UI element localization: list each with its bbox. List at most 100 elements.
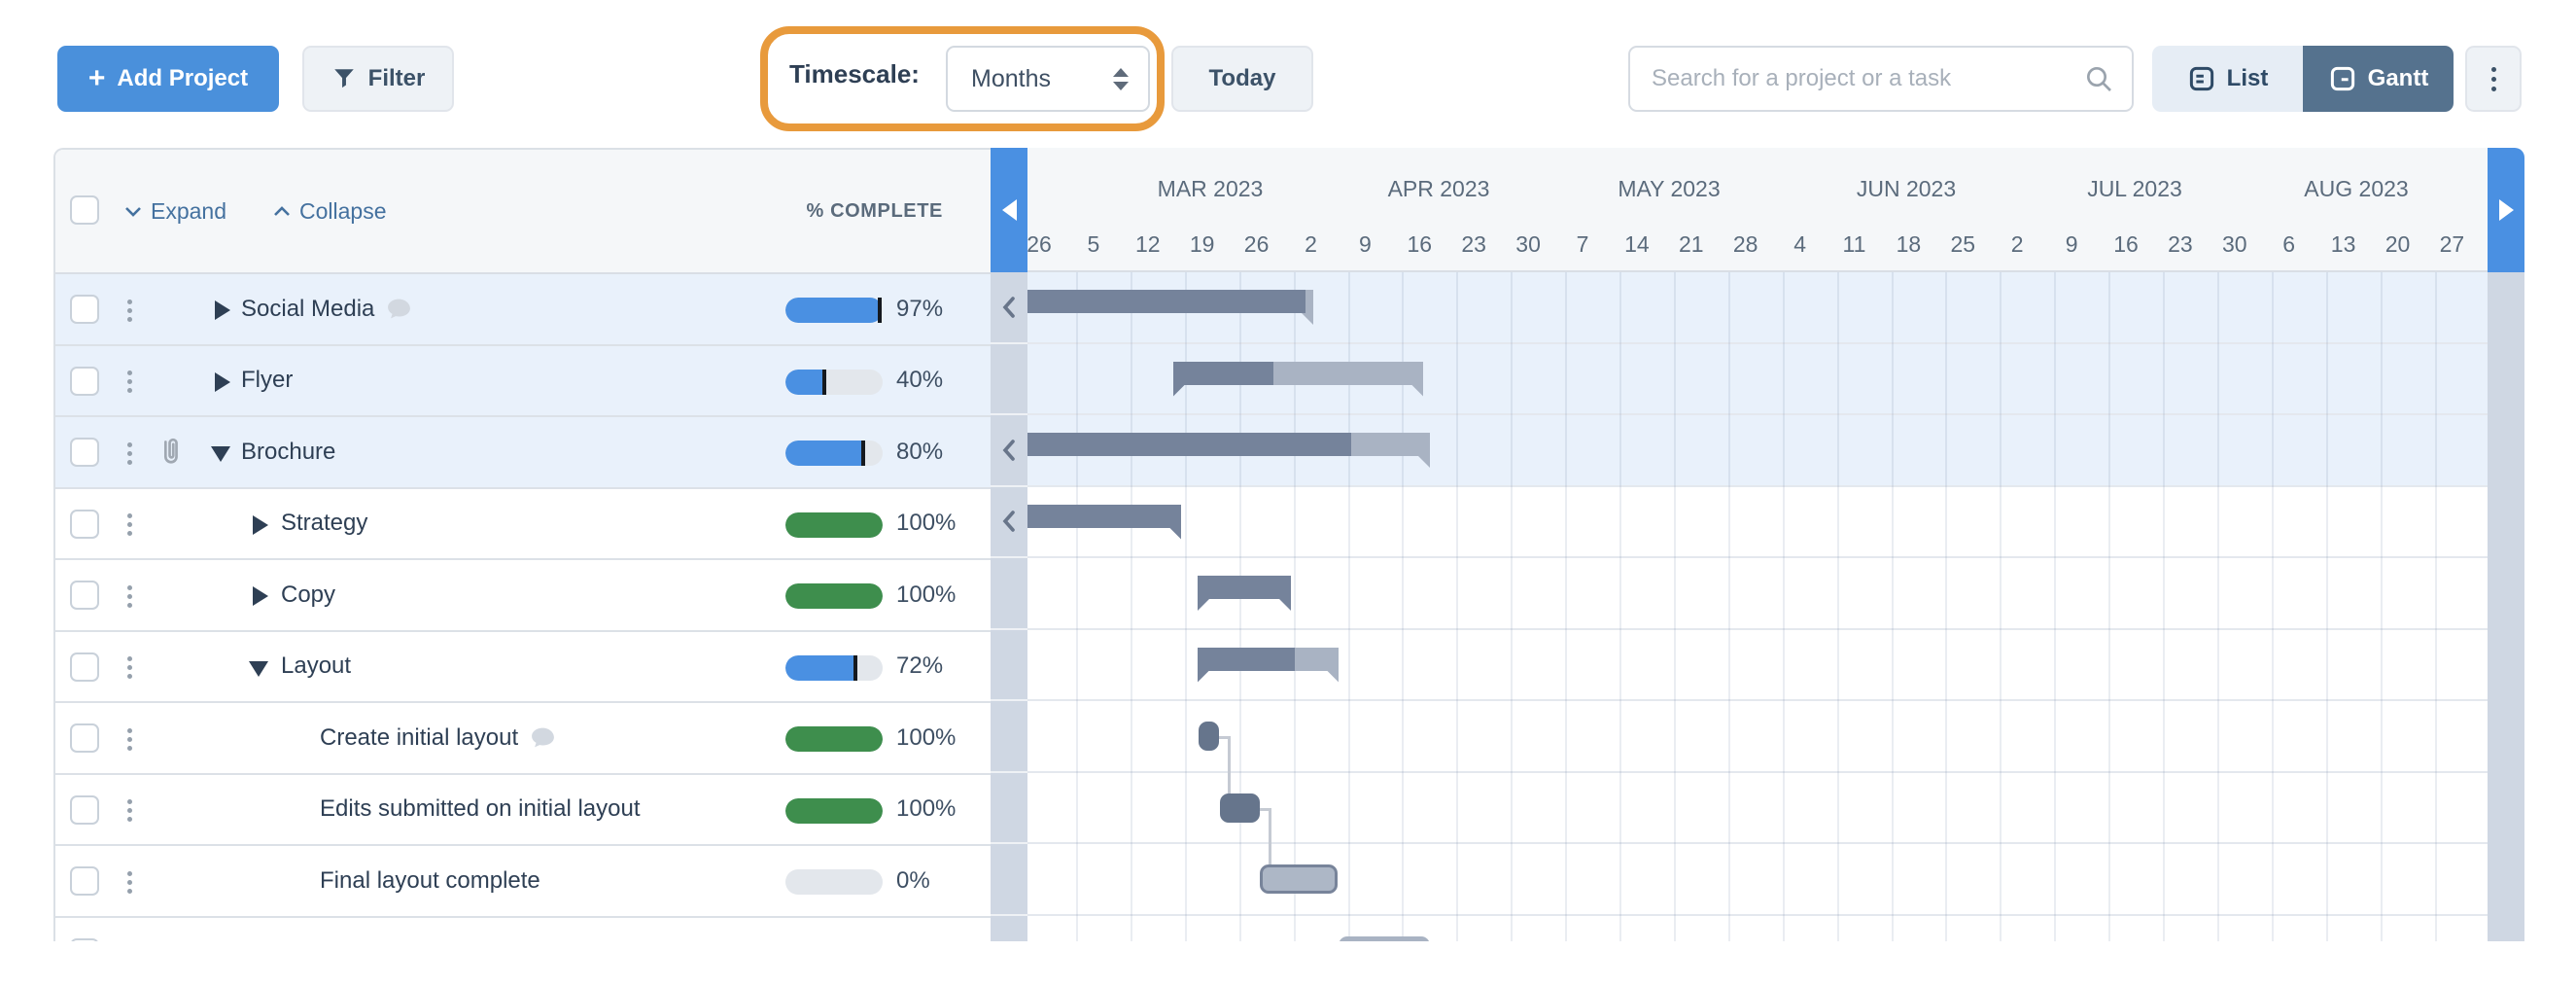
chevron-up-icon (273, 205, 291, 218)
gantt-bar-final-layout-complete[interactable] (1260, 864, 1338, 894)
week-gridline (1728, 272, 1730, 941)
list-view-button[interactable]: List (2152, 46, 2303, 112)
week-gridline (1674, 272, 1676, 941)
comment-bubble-icon[interactable] (386, 297, 412, 321)
add-project-button[interactable]: + Add Project (57, 46, 279, 112)
triangle-left-icon (1002, 199, 1017, 221)
task-row: Brochure 80% (55, 417, 991, 489)
month-label: JUN 2023 (1857, 176, 1956, 202)
progress-bar (785, 869, 883, 895)
disclosure-collapsed-icon[interactable] (253, 586, 268, 606)
progress-tick (853, 655, 857, 681)
row-menu-button[interactable] (118, 436, 141, 471)
task-name[interactable]: Brochure (241, 417, 335, 487)
task-name[interactable]: Social Media (241, 274, 412, 344)
disclosure-expanded-icon[interactable] (211, 446, 230, 462)
gantt-view-label: Gantt (2368, 65, 2429, 92)
bar-offscreen-left-chevron[interactable] (996, 504, 1022, 539)
expand-all-link[interactable]: Expand (124, 150, 226, 272)
week-label: 25 (1951, 231, 1976, 258)
disclosure-collapsed-icon[interactable] (215, 372, 230, 392)
splitter-row (991, 558, 1027, 630)
gantt-bar-edits-submitted-on-initial-layout[interactable] (1220, 793, 1260, 823)
search-input[interactable]: Search for a project or a task (1628, 46, 2134, 112)
disclosure-collapsed-icon[interactable] (253, 515, 268, 535)
row-menu-button[interactable] (118, 508, 141, 543)
progress-percent: 80% (896, 417, 943, 487)
task-name[interactable]: Flyer (241, 346, 293, 416)
comment-bubble-icon[interactable] (530, 725, 556, 750)
filter-button[interactable]: Filter (302, 46, 454, 112)
row-checkbox[interactable] (70, 723, 99, 753)
row-menu-button[interactable] (118, 579, 141, 614)
row-checkbox[interactable] (70, 652, 99, 682)
gantt-view-icon (2328, 64, 2357, 93)
bar-offscreen-left-chevron[interactable] (996, 290, 1022, 325)
week-label: 18 (1897, 231, 1922, 258)
week-gridline (1131, 272, 1132, 941)
gantt-bar-flyer[interactable] (1173, 362, 1423, 385)
task-name[interactable]: Final layout complete (320, 846, 540, 916)
progress-fill (785, 512, 883, 538)
row-checkbox[interactable] (70, 938, 99, 942)
week-label: 13 (2331, 231, 2356, 258)
splitter-row (991, 916, 1027, 987)
gantt-bar-social-media[interactable] (1027, 290, 1313, 313)
row-checkbox[interactable] (70, 795, 99, 825)
week-gridline (1076, 272, 1078, 941)
gantt-bar-task[interactable] (1339, 936, 1430, 942)
timescale-value: Months (971, 65, 1113, 93)
week-label: 23 (2168, 231, 2193, 258)
gantt-view-button[interactable]: Gantt (2303, 46, 2454, 112)
row-menu-button[interactable] (118, 793, 141, 828)
row-checkbox[interactable] (70, 581, 99, 610)
gantt-bar-layout[interactable] (1198, 648, 1339, 671)
gantt-bar-complete (1027, 433, 1351, 456)
task-list-header: Expand Collapse % COMPLETE (55, 150, 991, 274)
row-checkbox[interactable] (70, 866, 99, 896)
disclosure-collapsed-icon[interactable] (215, 300, 230, 320)
week-label: 12 (1135, 231, 1161, 258)
timeline-row-band (1027, 487, 2488, 559)
task-name[interactable]: Strategy (281, 489, 367, 559)
row-checkbox[interactable] (70, 367, 99, 396)
month-label: AUG 2023 (2304, 176, 2408, 202)
row-menu-button[interactable] (118, 651, 141, 686)
row-menu-button[interactable] (118, 722, 141, 757)
gantt-bar-create-initial-layout[interactable] (1199, 722, 1219, 751)
week-label: 30 (1515, 231, 1541, 258)
progress-tick (822, 370, 826, 395)
gantt-bar-strategy[interactable] (1027, 505, 1181, 528)
task-name-text: Brochure (241, 439, 335, 466)
gantt-bar-brochure[interactable] (1027, 433, 1430, 456)
task-name-text: Copy (281, 582, 335, 609)
progress-bar (785, 441, 883, 466)
select-all-checkbox[interactable] (70, 195, 99, 225)
task-name[interactable]: Layout (281, 632, 351, 702)
chevron-down-icon (124, 205, 142, 218)
percent-complete-column-header: % COMPLETE (807, 150, 943, 272)
row-menu-button[interactable] (118, 365, 141, 400)
progress-fill (785, 370, 824, 395)
more-options-button[interactable] (2465, 46, 2522, 112)
row-menu-button[interactable] (118, 864, 141, 899)
splitter-body[interactable] (991, 272, 1027, 941)
collapse-panel-handle[interactable] (991, 148, 1027, 272)
week-gridline (1565, 272, 1567, 941)
bar-offscreen-left-chevron[interactable] (996, 433, 1022, 468)
scroll-right-handle[interactable] (2488, 148, 2524, 272)
disclosure-expanded-icon[interactable] (249, 661, 268, 677)
month-label: JUL 2023 (2087, 176, 2182, 202)
task-name[interactable]: Edits submitted on initial layout (320, 775, 641, 845)
timescale-select[interactable]: Months (946, 46, 1150, 112)
row-checkbox[interactable] (70, 295, 99, 324)
row-checkbox[interactable] (70, 510, 99, 539)
task-name[interactable]: Create initial layout (320, 703, 556, 773)
today-button[interactable]: Today (1171, 46, 1313, 112)
row-menu-button[interactable] (118, 293, 141, 328)
row-checkbox[interactable] (70, 438, 99, 467)
collapse-all-link[interactable]: Collapse (273, 150, 387, 272)
gantt-bar-copy[interactable] (1198, 576, 1291, 599)
task-name[interactable]: Copy (281, 560, 335, 630)
